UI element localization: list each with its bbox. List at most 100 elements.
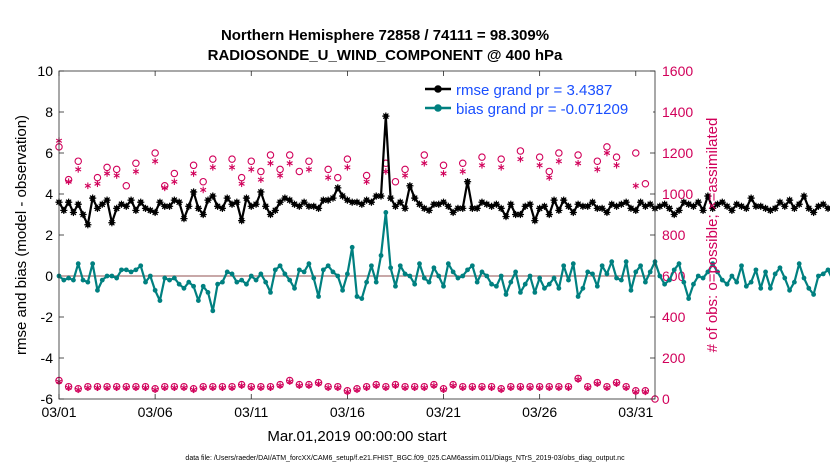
bias-point bbox=[460, 273, 466, 279]
rmse-point bbox=[473, 204, 481, 212]
rmse-point bbox=[391, 202, 400, 210]
bias-point bbox=[287, 277, 293, 283]
obs-assimilated-marker bbox=[113, 384, 120, 392]
obs-assimilated-marker bbox=[632, 388, 639, 396]
obs-assimilated-marker bbox=[401, 384, 409, 392]
obs-assimilated-marker bbox=[315, 380, 322, 387]
obs-possible-marker bbox=[324, 165, 332, 174]
right-tick-label: 1400 bbox=[662, 104, 693, 120]
obs-assimilated-marker bbox=[190, 386, 197, 394]
bias-point bbox=[215, 281, 221, 287]
rmse-point bbox=[266, 210, 275, 219]
bias-point bbox=[421, 275, 427, 281]
rmse-point bbox=[531, 217, 539, 225]
bias-point bbox=[811, 292, 817, 297]
obs-assimilated-marker bbox=[190, 170, 197, 177]
bias-point bbox=[796, 261, 802, 267]
obs-possible-marker bbox=[516, 147, 525, 155]
left-tick-label: 0 bbox=[45, 268, 53, 284]
bias-point bbox=[556, 285, 562, 291]
bias-point bbox=[292, 285, 297, 291]
rmse-point bbox=[512, 210, 520, 219]
x-tick-label: 03/21 bbox=[426, 404, 461, 420]
bias-point bbox=[546, 281, 552, 287]
rmse-point bbox=[156, 198, 164, 206]
bias-point bbox=[330, 269, 336, 275]
rmse-point bbox=[377, 192, 385, 200]
bias-point bbox=[638, 263, 643, 269]
obs-assimilated-marker bbox=[238, 382, 245, 389]
obs-assimilated-marker bbox=[276, 382, 284, 389]
bias-point bbox=[359, 296, 365, 301]
obs-assimilated-marker bbox=[344, 388, 351, 396]
bias-point bbox=[393, 283, 398, 289]
bias-point bbox=[748, 279, 754, 285]
rmse-point bbox=[84, 221, 92, 229]
rmse-point bbox=[194, 204, 202, 212]
bias-point bbox=[253, 277, 259, 283]
obs-possible-marker bbox=[257, 167, 265, 176]
bias-point bbox=[503, 292, 509, 297]
left-y-axis-label: rmse and bias (model - observation) bbox=[13, 115, 30, 355]
left-tick-label: -2 bbox=[41, 309, 54, 325]
bias-point bbox=[705, 269, 711, 275]
obs-possible-marker bbox=[574, 151, 582, 159]
rmse-point bbox=[382, 112, 390, 120]
rmse-point bbox=[636, 198, 645, 206]
obs-assimilated-marker bbox=[623, 384, 630, 392]
obs-assimilated-marker bbox=[546, 384, 553, 392]
bias-point bbox=[195, 298, 201, 303]
bias-point bbox=[402, 271, 408, 277]
rmse-point bbox=[204, 196, 212, 204]
obs-assimilated-marker bbox=[392, 382, 399, 389]
rmse-point bbox=[252, 200, 260, 208]
bias-point bbox=[551, 275, 557, 281]
obs-assimilated-marker bbox=[363, 384, 370, 392]
x-tick-label: 03/31 bbox=[618, 404, 653, 420]
obs-possible-marker bbox=[478, 153, 486, 161]
rmse-point bbox=[463, 178, 472, 186]
rmse-point bbox=[810, 208, 818, 217]
bias-point bbox=[99, 277, 105, 283]
bias-point bbox=[474, 279, 480, 285]
bias-point bbox=[296, 267, 302, 273]
obs-assimilated-marker bbox=[440, 170, 447, 177]
legend-rmse-marker bbox=[434, 85, 442, 93]
bias-point bbox=[570, 261, 576, 267]
obs-assimilated-marker bbox=[228, 164, 236, 171]
rmse-point bbox=[439, 198, 448, 206]
plot-frame bbox=[58, 70, 656, 400]
obs-assimilated-marker bbox=[613, 162, 620, 169]
obs-assimilated-marker bbox=[286, 378, 293, 385]
obs-assimilated-marker bbox=[440, 386, 447, 394]
rmse-point bbox=[60, 206, 68, 214]
rmse-point bbox=[411, 194, 419, 202]
rmse-point bbox=[632, 206, 640, 214]
rmse-point bbox=[242, 194, 251, 202]
obs-assimilated-marker bbox=[536, 162, 543, 169]
bias-point bbox=[441, 283, 446, 289]
rmse-point bbox=[497, 204, 505, 212]
obs-assimilated-marker bbox=[305, 382, 313, 389]
obs-assimilated-marker bbox=[584, 384, 591, 392]
left-tick-label: -6 bbox=[41, 391, 54, 407]
obs-assimilated-marker bbox=[228, 384, 236, 392]
bias-point bbox=[272, 267, 278, 273]
bias-point bbox=[71, 277, 76, 283]
bias-point bbox=[537, 275, 543, 281]
bias-point bbox=[739, 263, 744, 269]
rmse-point bbox=[122, 202, 130, 210]
bias-point bbox=[109, 273, 115, 279]
right-tick-label: 1000 bbox=[662, 186, 693, 202]
bias-point bbox=[388, 265, 394, 271]
rmse-point bbox=[103, 196, 111, 204]
rmse-point bbox=[189, 188, 198, 196]
bias-point bbox=[426, 279, 432, 285]
obs-possible-marker bbox=[593, 157, 602, 165]
bias-point bbox=[816, 273, 821, 279]
rmse-point bbox=[718, 198, 726, 206]
bias-point bbox=[777, 265, 783, 271]
obs-assimilated-marker bbox=[209, 164, 216, 171]
left-tick-label: 2 bbox=[45, 227, 53, 243]
rmse-point bbox=[415, 200, 424, 208]
